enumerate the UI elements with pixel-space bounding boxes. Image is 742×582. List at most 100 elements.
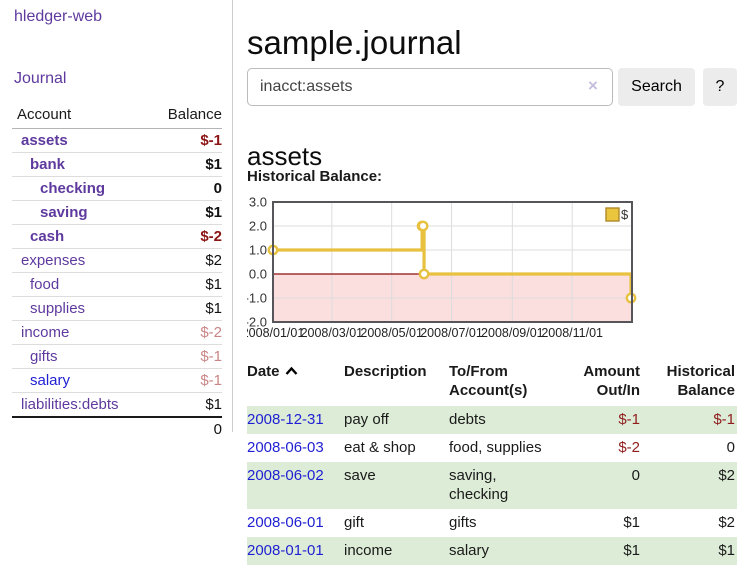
register-balance: $2	[642, 462, 737, 509]
account-balance: $-2	[146, 224, 222, 249]
historical-balance-chart: $3.0 2.0 1.0 0.0 -1.0 -2.02008/01/012008/03/0…	[242, 194, 742, 346]
account-link-bank[interactable]: bank	[30, 156, 66, 173]
svg-text:2.0: 2.0	[249, 219, 267, 234]
svg-text:0.0: 0.0	[249, 267, 267, 282]
register-amount: 0	[557, 462, 642, 509]
register-column-description: Description	[344, 360, 449, 406]
balance-column-header: Balance	[146, 103, 222, 129]
clear-search-icon[interactable]: ×	[588, 76, 598, 95]
account-link-expenses[interactable]: expenses	[21, 252, 86, 269]
register-balance: 0	[726, 439, 735, 456]
account-row: food $1	[12, 272, 222, 297]
accounts-table: Account Balance assets $-1 bank $1 checking 0…	[12, 103, 222, 441]
register-column-label: Description	[344, 363, 427, 380]
account-row: gifts $-1	[12, 344, 222, 369]
register-accounts: debts	[449, 406, 557, 434]
svg-text:2008/05/01: 2008/05/01	[360, 326, 423, 340]
account-title: assets	[247, 140, 323, 171]
register-column-to-from-account-s-: To/From Account(s)	[449, 360, 557, 406]
chart-legend: $	[605, 207, 629, 222]
register-accounts: saving, checking	[449, 462, 557, 509]
register-date-link[interactable]: 2008-06-03	[247, 439, 324, 456]
account-row: expenses $2	[12, 248, 222, 273]
register-column-label: Historical Balance	[666, 363, 735, 399]
register-column-label: Date	[247, 363, 280, 380]
svg-text:2008/09/01: 2008/09/01	[481, 326, 544, 340]
register-column-label: To/From Account(s)	[449, 363, 528, 399]
account-balance: $-1	[146, 344, 222, 369]
register-column-amount-out-in: Amount Out/In	[557, 360, 642, 406]
register-description: eat & shop	[344, 439, 416, 456]
account-link-gifts[interactable]: gifts	[30, 348, 58, 365]
register-row: 2008-01-01 income salary $1 $1	[247, 537, 737, 565]
search-button[interactable]: Search	[618, 68, 695, 106]
account-row: checking 0	[12, 176, 222, 201]
register-amount: $1	[557, 537, 642, 565]
accounts-total-row: 0	[12, 416, 222, 441]
search-bar: × Search ?	[247, 68, 742, 106]
register-description: save	[344, 462, 449, 509]
account-link-checking[interactable]: checking	[40, 180, 106, 197]
register-date-link[interactable]: 2008-01-01	[247, 542, 324, 559]
register-date-link[interactable]: 2008-06-02	[247, 467, 324, 484]
brand-link[interactable]: hledger-web	[14, 8, 103, 25]
account-link-saving[interactable]: saving	[40, 204, 88, 221]
account-row: cash $-2	[12, 224, 222, 249]
account-balance: $1	[146, 200, 222, 225]
account-link-income[interactable]: income	[21, 324, 70, 341]
register-balance: $1	[642, 537, 737, 565]
register-accounts: salary	[449, 537, 557, 565]
account-row: liabilities:debts $1	[12, 392, 222, 417]
svg-text:2008/03/01: 2008/03/01	[301, 326, 364, 340]
register-column-label: Amount Out/In	[583, 363, 640, 399]
register-date-link[interactable]: 2008-12-31	[247, 411, 324, 428]
register-balance: $-1	[642, 406, 737, 434]
account-balance: $-1	[200, 132, 222, 149]
account-balance: $2	[146, 248, 222, 273]
register-table: Date Description To/From Account(s) Amount …	[247, 360, 737, 565]
account-balance: $1	[146, 272, 222, 297]
chevron-up-icon	[285, 366, 297, 375]
account-link-supplies[interactable]: supplies	[30, 300, 86, 317]
accounts-header-row: Account Balance	[12, 103, 222, 129]
svg-text:2008/11/01: 2008/11/01	[541, 326, 603, 340]
account-row: income $-2	[12, 320, 222, 345]
register-amount: $-1	[557, 406, 642, 434]
account-link-cash[interactable]: cash	[30, 228, 65, 245]
account-link-salary[interactable]: salary	[30, 372, 71, 389]
accounts-column-header: Account	[12, 103, 147, 129]
balance-chart-svg: $3.0 2.0 1.0 0.0 -1.0 -2.02008/01/012008/03/0…	[242, 195, 637, 340]
register-row: 2008-12-31 pay off debts $-1 $-1	[247, 406, 737, 434]
account-link-liabilities-debts[interactable]: liabilities:debts	[21, 396, 119, 413]
register-header-row: Date Description To/From Account(s) Amount …	[247, 360, 737, 406]
account-row: supplies $1	[12, 296, 222, 321]
account-row: salary $-1	[12, 368, 222, 393]
register-accounts: gifts	[449, 514, 477, 531]
register-column-date[interactable]: Date	[247, 360, 344, 406]
account-row: saving $1	[12, 200, 222, 225]
account-link-assets[interactable]: assets	[21, 132, 68, 149]
page-title: sample.journal	[247, 24, 462, 62]
register-description: income	[344, 537, 449, 565]
help-button[interactable]: ?	[703, 68, 737, 106]
register-date-link[interactable]: 2008-06-01	[247, 514, 324, 531]
chart-heading: Historical Balance:	[247, 168, 383, 185]
account-link-food[interactable]: food	[30, 276, 60, 293]
sidebar: hledger-web Journal Account Balance asse…	[0, 0, 233, 441]
register-amount: $-2	[618, 439, 640, 456]
account-row: assets $-1	[12, 129, 222, 153]
search-input[interactable]	[247, 68, 613, 106]
svg-text:-2.0: -2.0	[247, 315, 267, 330]
account-row: bank $1	[12, 152, 222, 177]
register-amount: $1	[623, 514, 640, 531]
svg-text:1.0: 1.0	[249, 243, 267, 258]
register-row: 2008-06-01 gift gifts $1 $2	[247, 509, 737, 537]
account-balance: $1	[146, 296, 222, 321]
accounts-total-balance: 0	[146, 416, 222, 441]
account-balance: $-2	[146, 320, 222, 345]
account-balance: $-1	[146, 368, 222, 393]
sidebar-item-journal[interactable]: Journal	[14, 70, 67, 87]
account-balance: $1	[146, 152, 222, 177]
account-balance: $1	[146, 392, 222, 417]
